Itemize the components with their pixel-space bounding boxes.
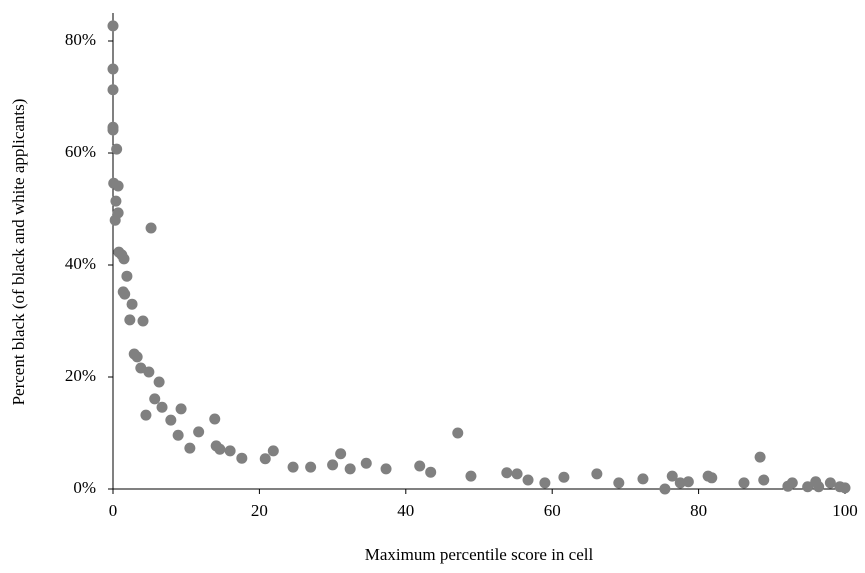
point — [131, 351, 143, 363]
y-tick-label: 60% — [65, 142, 96, 161]
point — [111, 143, 123, 155]
point — [124, 314, 136, 326]
point — [452, 427, 464, 439]
point — [666, 470, 678, 482]
point — [839, 482, 851, 494]
point — [802, 481, 814, 493]
point — [522, 474, 534, 486]
point — [126, 298, 138, 310]
point — [380, 463, 392, 475]
point — [121, 270, 133, 282]
point — [118, 253, 130, 265]
point — [165, 414, 177, 426]
point — [267, 445, 279, 457]
point — [236, 452, 248, 464]
y-tick-label: 0% — [73, 478, 96, 497]
point — [465, 470, 477, 482]
x-tick-label: 60 — [544, 501, 561, 520]
point — [344, 463, 356, 475]
point — [209, 413, 221, 425]
x-tick-label: 80 — [690, 501, 707, 520]
point — [224, 445, 236, 457]
point — [259, 453, 271, 465]
point — [107, 63, 119, 75]
point — [824, 477, 836, 489]
point — [112, 180, 124, 192]
point — [140, 409, 152, 421]
point — [110, 195, 122, 207]
x-axis-title: Maximum percentile score in cell — [365, 545, 594, 564]
point — [109, 214, 121, 226]
y-tick-label: 20% — [65, 366, 96, 385]
point — [754, 451, 766, 463]
point — [425, 466, 437, 478]
x-tick-label: 40 — [397, 501, 414, 520]
point — [327, 459, 339, 471]
x-tick-label: 20 — [251, 501, 268, 520]
y-tick-label: 40% — [65, 254, 96, 273]
point — [172, 429, 184, 441]
point — [149, 393, 161, 405]
point — [414, 460, 426, 472]
point — [813, 481, 825, 493]
y-tick-label: 80% — [65, 30, 96, 49]
point — [107, 20, 119, 32]
point — [107, 124, 119, 136]
point — [758, 474, 770, 486]
point — [738, 477, 750, 489]
point — [143, 366, 155, 378]
point — [137, 315, 149, 327]
point — [706, 472, 718, 484]
point — [539, 477, 551, 489]
point — [287, 461, 299, 473]
point — [511, 468, 523, 480]
point — [305, 461, 317, 473]
point — [193, 426, 205, 438]
point — [175, 403, 187, 415]
point — [214, 443, 226, 455]
point — [335, 448, 347, 460]
x-tick-label: 100 — [832, 501, 858, 520]
point — [613, 477, 625, 489]
point — [558, 471, 570, 483]
point — [637, 473, 649, 485]
point — [786, 477, 798, 489]
point — [674, 477, 686, 489]
point — [591, 468, 603, 480]
y-axis-title: Percent black (of black and white applic… — [9, 99, 28, 406]
point — [659, 483, 671, 495]
point — [682, 476, 694, 488]
point — [153, 376, 165, 388]
point — [119, 288, 131, 300]
point — [360, 457, 372, 469]
point — [156, 401, 168, 413]
point — [184, 442, 196, 454]
x-tick-label: 0 — [109, 501, 118, 520]
point — [107, 84, 119, 96]
point — [145, 222, 157, 234]
point — [501, 467, 513, 479]
